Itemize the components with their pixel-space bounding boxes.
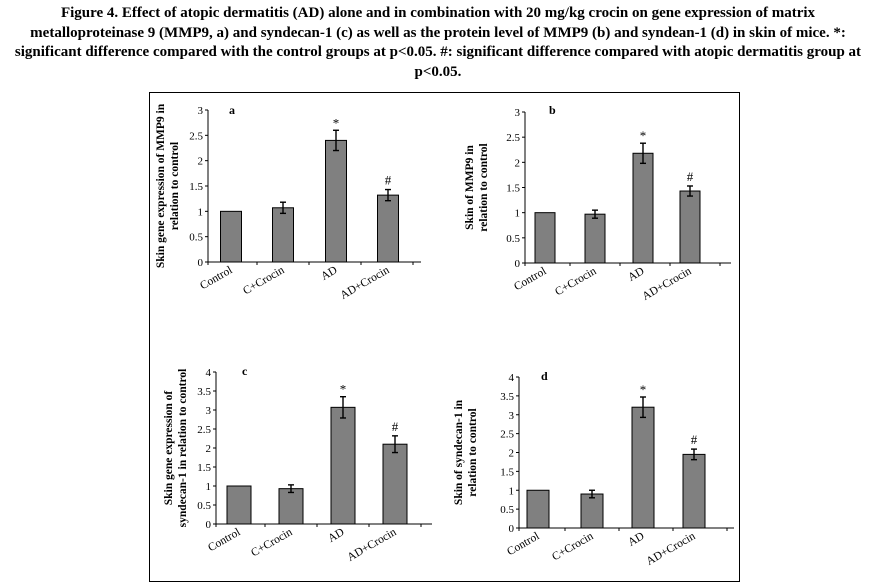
y-tick-label-b: 0	[515, 258, 521, 270]
y-tick-label-b: 2.5	[506, 132, 520, 144]
y-tick-label-c: 4	[206, 367, 212, 379]
y-axis-label-b: relation to control	[478, 143, 490, 231]
y-tick-label-d: 2.5	[500, 429, 514, 441]
y-tick-label-c: 3	[206, 405, 212, 417]
y-tick-label-d: 3.5	[500, 391, 514, 403]
bar-a-4	[377, 194, 399, 263]
y-tick-label-d: 1.5	[500, 466, 514, 478]
bar-d-3	[631, 406, 655, 529]
y-tick-label-a: 0	[198, 257, 204, 269]
y-tick-label-c: 2	[206, 443, 212, 455]
y-axis-label-d: Skin of syndecan-1 in	[453, 399, 465, 505]
y-tick-label-c: 0	[206, 519, 212, 531]
bar-c-1	[226, 485, 252, 525]
significance-marker-a: #	[385, 173, 392, 188]
bar-c-3	[330, 406, 356, 525]
y-axis-label-a: Skin gene expression of MMP9 in	[155, 103, 167, 268]
bar-b-3	[632, 152, 654, 264]
y-tick-label-c: 0.5	[197, 500, 211, 512]
y-tick-label-c: 3.5	[197, 386, 211, 398]
bar-c-2	[278, 488, 304, 525]
y-tick-label-a: 3	[198, 105, 204, 117]
panel-label-c: c	[242, 364, 248, 378]
significance-marker-c: *	[340, 382, 347, 397]
figure-caption: Figure 4. Effect of atopic dermatitis (A…	[14, 5, 862, 80]
significance-marker-d: *	[640, 382, 647, 397]
y-tick-label-b: 2	[515, 157, 521, 169]
y-axis-label-c: syndecan-1 in relation to control	[177, 369, 189, 528]
bar-a-1	[220, 210, 242, 263]
y-tick-label-a: 1.5	[189, 181, 203, 193]
bar-c-4	[382, 443, 408, 525]
y-tick-label-b: 0.5	[506, 233, 520, 245]
y-tick-label-a: 2.5	[189, 130, 203, 142]
y-tick-label-a: 1	[198, 206, 204, 218]
y-tick-label-c: 2.5	[197, 424, 211, 436]
y-tick-label-d: 0	[509, 523, 515, 535]
bar-d-1	[526, 489, 550, 529]
y-tick-label-d: 4	[509, 372, 515, 384]
significance-marker-d: #	[691, 432, 698, 447]
y-axis-label-b: Skin of MMP9 in	[464, 145, 476, 230]
significance-marker-b: *	[640, 128, 647, 143]
bar-a-2	[272, 207, 294, 263]
bar-b-1	[534, 212, 556, 264]
y-tick-label-d: 1	[509, 485, 515, 497]
panel-label-d: d	[541, 369, 548, 383]
y-tick-label-b: 1	[515, 208, 521, 220]
y-tick-label-d: 2	[509, 448, 515, 460]
significance-marker-b: #	[687, 169, 694, 184]
significance-marker-c: #	[392, 419, 399, 434]
significance-marker-a: *	[333, 115, 340, 130]
y-tick-label-d: 3	[509, 410, 515, 422]
y-axis-label-a: relation to control	[169, 142, 181, 230]
panel-label-a: a	[229, 103, 235, 117]
figure-panel-grid: 0 0.5 1 1.5 2 2.5 3 Control C+Crocin * AD # AD+Croci…	[149, 92, 740, 582]
bar-d-2	[580, 493, 604, 529]
y-tick-label-c: 1.5	[197, 462, 211, 474]
y-axis-label-c: Skin gene expression of	[163, 391, 175, 506]
y-tick-label-a: 0.5	[189, 232, 203, 244]
bar-d-4	[682, 453, 706, 529]
y-tick-label-b: 3	[515, 107, 521, 119]
bar-b-2	[584, 213, 606, 264]
y-axis-label-d: relation to control	[467, 408, 479, 496]
bar-a-3	[325, 139, 347, 263]
y-tick-label-a: 2	[198, 156, 204, 168]
y-tick-label-d: 0.5	[500, 504, 514, 516]
y-tick-label-c: 1	[206, 481, 212, 493]
y-tick-label-b: 1.5	[506, 183, 520, 195]
panel-label-b: b	[549, 103, 556, 117]
bar-b-4	[679, 190, 701, 264]
